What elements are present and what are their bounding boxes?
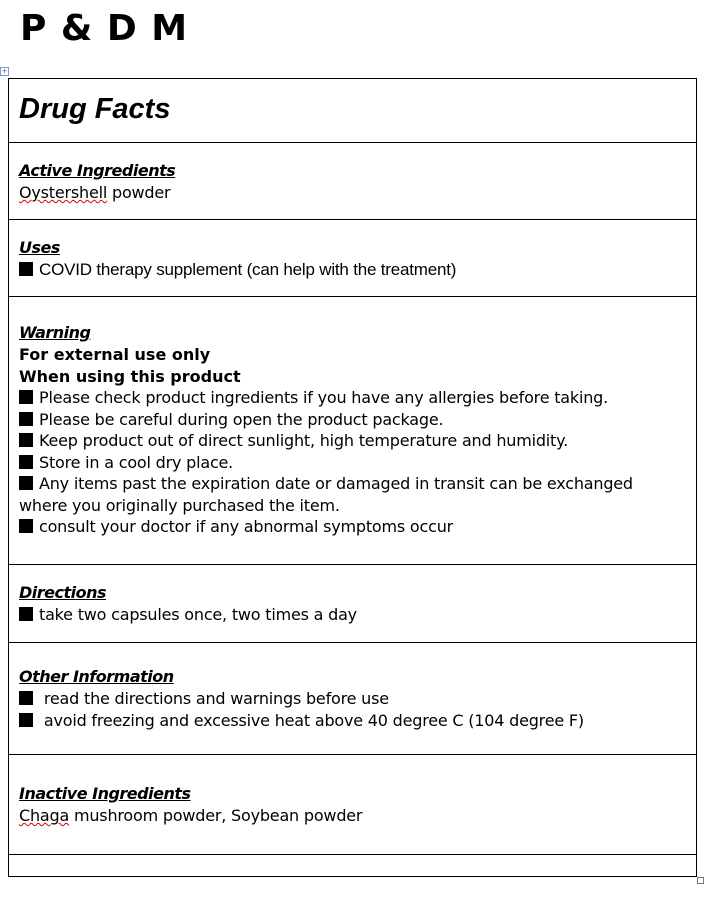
- list-item: Please check product ingredients if you …: [19, 387, 696, 409]
- item-text: consult your doctor if any abnormal symp…: [39, 517, 454, 536]
- item-text: Please be careful during open the produc…: [39, 409, 444, 429]
- square-bullet-icon: [19, 433, 33, 447]
- list-item: COVID therapy supplement (can help with …: [19, 259, 696, 281]
- square-bullet-icon: [19, 390, 33, 404]
- square-bullet-icon: [19, 454, 33, 469]
- other-information-section: Other Information read the directions an…: [9, 643, 696, 755]
- inactive-ingredients-section: Inactive Ingredients Chaga mushroom powd…: [9, 755, 696, 855]
- item-text: COVID therapy supplement (can help with …: [39, 260, 457, 279]
- section-heading: Warning: [19, 323, 91, 342]
- list-item: Keep product out of direct sunlight, hig…: [19, 430, 696, 452]
- uses-section: Uses COVID therapy supplement (can help …: [9, 220, 696, 297]
- list-item: consult your doctor if any abnormal symp…: [19, 516, 696, 538]
- item-text: avoid freezing and excessive heat above …: [39, 710, 584, 730]
- directions-section: Directions take two capsules once, two t…: [9, 565, 696, 643]
- warning-section: Warning For external use only When using…: [9, 297, 696, 565]
- section-heading: Directions: [19, 583, 107, 602]
- square-bullet-icon: [19, 691, 33, 705]
- section-heading: Uses: [19, 238, 60, 257]
- list-item: read the directions and warnings before …: [19, 688, 696, 710]
- list-item: Store in a cool dry place.: [19, 452, 696, 474]
- square-bullet-icon: [19, 712, 33, 727]
- table-move-handle-icon[interactable]: +: [0, 67, 9, 76]
- brand-title: P & D M: [20, 8, 189, 49]
- drug-facts-table: Drug Facts Active Ingredients Oystershel…: [8, 78, 697, 877]
- item-text: Store in a cool dry place.: [39, 452, 234, 472]
- square-bullet-icon: [19, 476, 33, 490]
- active-ingredients-section: Active Ingredients Oystershell powder: [9, 143, 696, 220]
- list-item: avoid freezing and excessive heat above …: [19, 710, 696, 732]
- item-text: Please check product ingredients if you …: [39, 388, 609, 407]
- misspelled-word[interactable]: Oystershell: [19, 183, 108, 202]
- section-text: Oystershell powder: [19, 182, 696, 204]
- list-item: take two capsules once, two times a day: [19, 604, 696, 626]
- square-bullet-icon: [19, 262, 33, 276]
- section-text: Chaga mushroom powder, Soybean powder: [19, 805, 696, 827]
- text: powder: [107, 183, 171, 202]
- drug-facts-title: Drug Facts: [9, 79, 696, 143]
- square-bullet-icon: [19, 519, 33, 533]
- section-heading: Inactive Ingredients: [19, 784, 191, 803]
- empty-row: [9, 855, 696, 876]
- section-heading: Active Ingredients: [19, 161, 176, 180]
- warning-line: For external use only: [19, 345, 211, 364]
- table-resize-handle-icon[interactable]: [697, 877, 704, 884]
- item-text: take two capsules once, two times a day: [39, 605, 357, 624]
- square-bullet-icon: [19, 607, 33, 621]
- list-item: Any items past the expiration date or da…: [19, 473, 696, 516]
- item-text: Any items past the expiration date or da…: [19, 474, 633, 515]
- misspelled-word[interactable]: Chaga: [19, 806, 70, 825]
- text: mushroom powder, Soybean powder: [69, 806, 363, 825]
- square-bullet-icon: [19, 411, 33, 426]
- item-text: Keep product out of direct sunlight, hig…: [39, 431, 568, 450]
- warning-line: When using this product: [19, 366, 241, 386]
- section-heading: Other Information: [19, 667, 174, 686]
- list-item: Please be careful during open the produc…: [19, 409, 696, 431]
- item-text: read the directions and warnings before …: [39, 689, 389, 708]
